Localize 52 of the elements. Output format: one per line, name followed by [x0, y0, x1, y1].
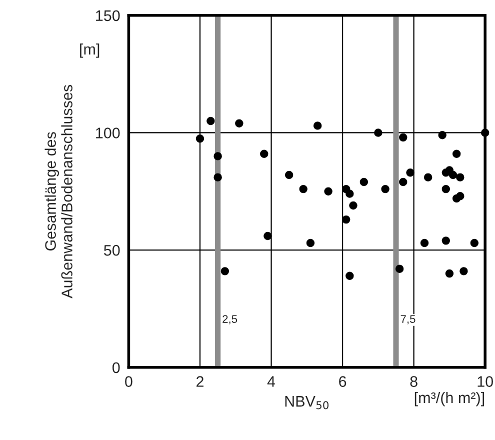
point [346, 190, 354, 198]
point [438, 130, 446, 140]
x-tick-label: 2 [196, 376, 204, 387]
y-tick-label: 150 [96, 10, 120, 22]
x-tick-label: 10 [478, 376, 493, 387]
point [442, 236, 450, 245]
x-tick-label: 0 [125, 376, 132, 387]
point [349, 201, 358, 210]
point [442, 184, 450, 194]
point [470, 238, 479, 248]
point [456, 173, 464, 182]
point [220, 267, 230, 276]
point [360, 178, 368, 186]
point [399, 178, 408, 186]
point [445, 269, 454, 278]
point [480, 128, 490, 137]
point [346, 272, 354, 280]
x-tick-label: 4 [267, 376, 276, 387]
y-tick-label: 50 [104, 244, 120, 256]
point [235, 119, 244, 128]
point [395, 264, 404, 273]
point [214, 173, 222, 182]
ref-line-label: 7,5 [400, 315, 416, 324]
point [448, 170, 458, 180]
point [299, 184, 308, 194]
ref-line-label: 2,5 [222, 315, 238, 324]
y-tick-label: 100 [96, 128, 120, 138]
text: [m³/(h m²)] [414, 392, 484, 406]
point [456, 192, 464, 200]
point [206, 116, 215, 126]
point [460, 267, 468, 276]
x-tick-label: 6 [339, 376, 346, 387]
point [260, 150, 268, 158]
point [406, 168, 414, 177]
point [420, 238, 429, 248]
point [399, 133, 408, 142]
point [306, 238, 315, 248]
point [424, 173, 432, 182]
point [374, 128, 382, 137]
point [284, 170, 294, 180]
point [381, 184, 390, 194]
point [264, 232, 272, 240]
point [196, 134, 204, 143]
x-axis-title: NBV$_{50}$ [285, 396, 329, 410]
x-tick-label: 8 [410, 376, 418, 387]
y-tick-label: 0 [112, 362, 120, 374]
point [452, 150, 461, 158]
text: [m] [80, 43, 100, 58]
point [313, 122, 322, 130]
point [324, 187, 332, 196]
point [214, 152, 222, 160]
y-axis-title: Gesamtlänge des Außenwand/Bodenanschlusses [44, 84, 72, 298]
